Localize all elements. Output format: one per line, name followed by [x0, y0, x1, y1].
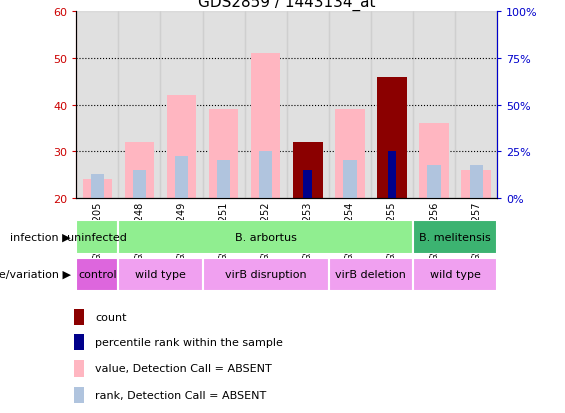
- Bar: [160, 12, 202, 198]
- Bar: [217, 161, 230, 198]
- Bar: [91, 175, 104, 198]
- Bar: [133, 170, 146, 198]
- Text: virB disruption: virB disruption: [225, 270, 306, 280]
- Text: wild type: wild type: [429, 270, 481, 280]
- Bar: [413, 258, 497, 291]
- Text: value, Detection Call = ABSENT: value, Detection Call = ABSENT: [95, 363, 272, 374]
- Bar: [73, 309, 84, 325]
- Bar: [76, 12, 119, 198]
- Text: uninfected: uninfected: [67, 233, 127, 242]
- Bar: [125, 142, 154, 198]
- Text: wild type: wild type: [135, 270, 186, 280]
- Bar: [329, 258, 413, 291]
- Bar: [209, 110, 238, 198]
- Bar: [82, 180, 112, 198]
- Bar: [73, 361, 84, 377]
- Bar: [303, 170, 312, 198]
- Text: rank, Detection Call = ABSENT: rank, Detection Call = ABSENT: [95, 390, 267, 401]
- Bar: [119, 258, 202, 291]
- Bar: [329, 12, 371, 198]
- Bar: [73, 334, 84, 350]
- Bar: [428, 166, 441, 198]
- Title: GDS2859 / 1443134_at: GDS2859 / 1443134_at: [198, 0, 376, 11]
- Bar: [259, 152, 272, 198]
- Text: B. melitensis: B. melitensis: [419, 233, 491, 242]
- Bar: [388, 152, 397, 198]
- Bar: [167, 96, 196, 198]
- Bar: [293, 142, 323, 198]
- Bar: [73, 387, 84, 404]
- Text: percentile rank within the sample: percentile rank within the sample: [95, 337, 283, 347]
- Bar: [455, 12, 497, 198]
- Bar: [377, 78, 407, 198]
- Text: control: control: [78, 270, 116, 280]
- Bar: [287, 12, 329, 198]
- Bar: [245, 12, 287, 198]
- Bar: [344, 161, 357, 198]
- Bar: [462, 170, 491, 198]
- Bar: [76, 221, 119, 254]
- Bar: [119, 12, 160, 198]
- Bar: [76, 258, 119, 291]
- Text: B. arbortus: B. arbortus: [234, 233, 297, 242]
- Bar: [175, 157, 188, 198]
- Bar: [419, 124, 449, 198]
- Bar: [202, 258, 329, 291]
- Bar: [119, 221, 413, 254]
- Text: virB deletion: virB deletion: [336, 270, 406, 280]
- Bar: [335, 110, 364, 198]
- Bar: [251, 54, 280, 198]
- Bar: [202, 12, 245, 198]
- Text: count: count: [95, 312, 127, 322]
- Bar: [413, 221, 497, 254]
- Bar: [470, 166, 483, 198]
- Bar: [413, 12, 455, 198]
- Text: infection ▶: infection ▶: [10, 233, 71, 242]
- Text: genotype/variation ▶: genotype/variation ▶: [0, 270, 71, 280]
- Bar: [371, 12, 413, 198]
